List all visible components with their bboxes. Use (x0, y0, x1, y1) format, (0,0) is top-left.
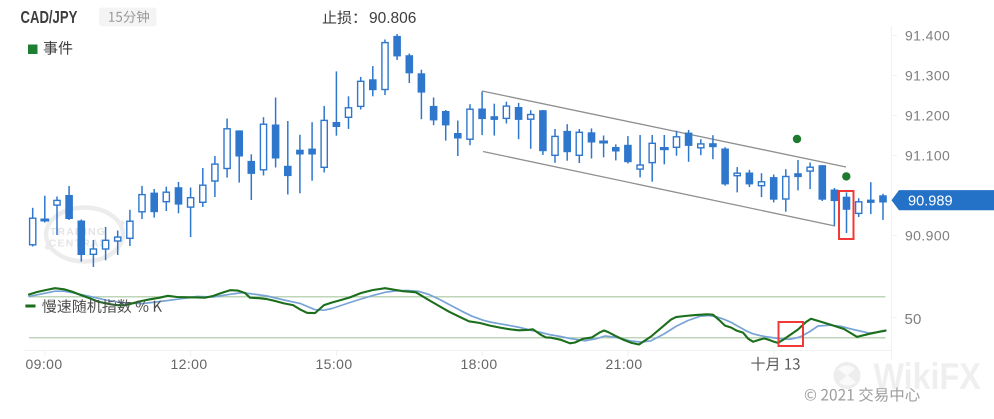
svg-text:90.900: 90.900 (905, 228, 950, 244)
svg-text:90.989: 90.989 (908, 193, 953, 209)
svg-text:91.200: 91.200 (905, 108, 950, 124)
svg-text:50: 50 (905, 311, 922, 328)
svg-text:18:00: 18:00 (461, 356, 498, 372)
svg-text:91.300: 91.300 (905, 68, 950, 84)
svg-text:91.100: 91.100 (905, 148, 950, 164)
svg-text:12:00: 12:00 (171, 356, 208, 372)
svg-text:91.400: 91.400 (905, 28, 950, 44)
svg-text:WikiFX: WikiFX (874, 356, 982, 398)
svg-text:90.806: 90.806 (369, 10, 416, 27)
svg-text:21:00: 21:00 (606, 356, 643, 372)
svg-text:09:00: 09:00 (26, 356, 63, 372)
svg-text:CAD/JPY: CAD/JPY (21, 8, 78, 27)
svg-text:15:00: 15:00 (316, 356, 353, 372)
